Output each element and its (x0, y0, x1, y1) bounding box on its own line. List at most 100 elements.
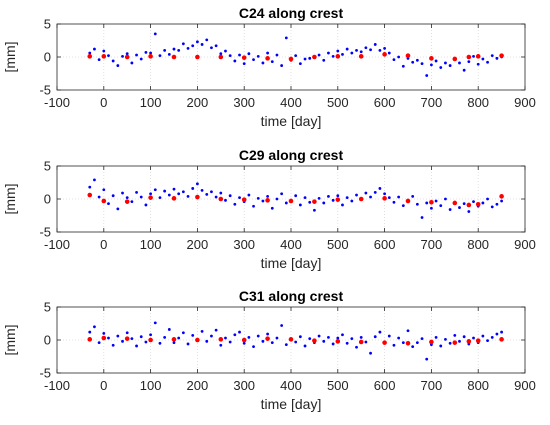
subplot-1: -100 0 100 200 300 400 500 600 700 800 900 -5 0 5 C24 … (2, 5, 536, 129)
data-point (93, 178, 96, 182)
data-point (317, 334, 321, 338)
x-tick-label: 100 (140, 378, 162, 393)
data-point (252, 58, 255, 62)
data-point (406, 329, 410, 333)
y-tick-label: 0 (44, 333, 51, 348)
data-point (256, 196, 260, 200)
data-point (486, 197, 489, 201)
x-tick-label: 300 (233, 95, 255, 110)
data-point (214, 195, 218, 199)
data-point (401, 204, 405, 208)
data-point (322, 339, 326, 343)
data-point (97, 341, 101, 345)
data-point (102, 188, 106, 192)
data-point (341, 52, 344, 56)
data-point (303, 57, 307, 61)
data-point (107, 202, 110, 206)
data-point (200, 43, 204, 46)
data-point (139, 195, 143, 199)
data-point (288, 337, 294, 342)
data-point (364, 46, 368, 50)
data-point (163, 335, 167, 339)
x-tick-label: 600 (374, 378, 396, 393)
data-point (124, 54, 130, 60)
x-tick-label: 500 (327, 95, 349, 110)
data-point (171, 337, 177, 342)
data-point (387, 334, 391, 338)
data-point (458, 206, 461, 209)
series-1 (88, 178, 503, 219)
data-point (219, 52, 223, 56)
data-point (228, 340, 232, 344)
y-tick-label: -5 (39, 225, 51, 240)
data-point (181, 190, 185, 194)
data-point (444, 197, 447, 201)
data-point (452, 56, 458, 62)
data-point (195, 194, 200, 200)
y-tick-label: 5 (44, 17, 51, 32)
data-point (401, 64, 405, 68)
data-point (499, 337, 504, 342)
data-point (214, 44, 218, 48)
data-point (153, 321, 157, 325)
y-tick-label: 0 (44, 50, 51, 65)
data-point (429, 339, 434, 345)
data-point (317, 53, 321, 57)
data-point (345, 341, 349, 345)
data-point (252, 204, 255, 208)
data-point (382, 52, 387, 57)
data-point (139, 335, 143, 339)
data-point (200, 189, 204, 192)
data-point (101, 54, 107, 59)
data-point (335, 339, 341, 344)
x-tick-label: 400 (280, 95, 302, 110)
data-point (186, 194, 190, 198)
x-tick-label: 0 (100, 237, 107, 252)
data-point (466, 339, 472, 344)
data-point (125, 331, 129, 335)
data-point (336, 49, 340, 53)
data-point (439, 204, 443, 208)
data-point (87, 192, 93, 198)
data-point (425, 357, 429, 361)
chart-title: C29 along crest (239, 147, 344, 163)
data-point (359, 50, 363, 54)
chart-title: C24 along crest (239, 5, 344, 21)
data-point (327, 335, 330, 339)
data-point (298, 335, 302, 339)
data-point (298, 62, 302, 65)
data-point (88, 330, 92, 334)
data-point (420, 216, 424, 219)
x-tick-label: 300 (233, 378, 255, 393)
data-point (378, 49, 382, 52)
data-point (336, 336, 340, 340)
data-point (288, 198, 294, 204)
data-point (341, 203, 344, 207)
data-point (102, 49, 106, 53)
data-point (294, 54, 298, 58)
data-point (242, 341, 246, 345)
data-point (191, 44, 195, 48)
data-point (425, 201, 429, 205)
data-point (322, 201, 326, 205)
data-point (495, 56, 499, 60)
data-point (210, 334, 213, 338)
data-point (135, 191, 138, 194)
data-point (177, 49, 181, 52)
data-point (116, 207, 120, 211)
y-tick-label: 5 (44, 159, 51, 174)
data-point (270, 341, 274, 345)
data-point (335, 197, 341, 202)
data-point (411, 60, 415, 64)
data-point (462, 202, 466, 206)
data-point (448, 208, 452, 211)
x-tick-label: 700 (421, 95, 443, 110)
data-point (177, 192, 181, 196)
data-point (233, 59, 237, 63)
data-point (499, 194, 504, 199)
x-tick-label: 400 (280, 237, 302, 252)
data-point (172, 47, 176, 51)
data-point (308, 56, 312, 60)
data-point (355, 345, 358, 349)
data-point (280, 64, 284, 67)
